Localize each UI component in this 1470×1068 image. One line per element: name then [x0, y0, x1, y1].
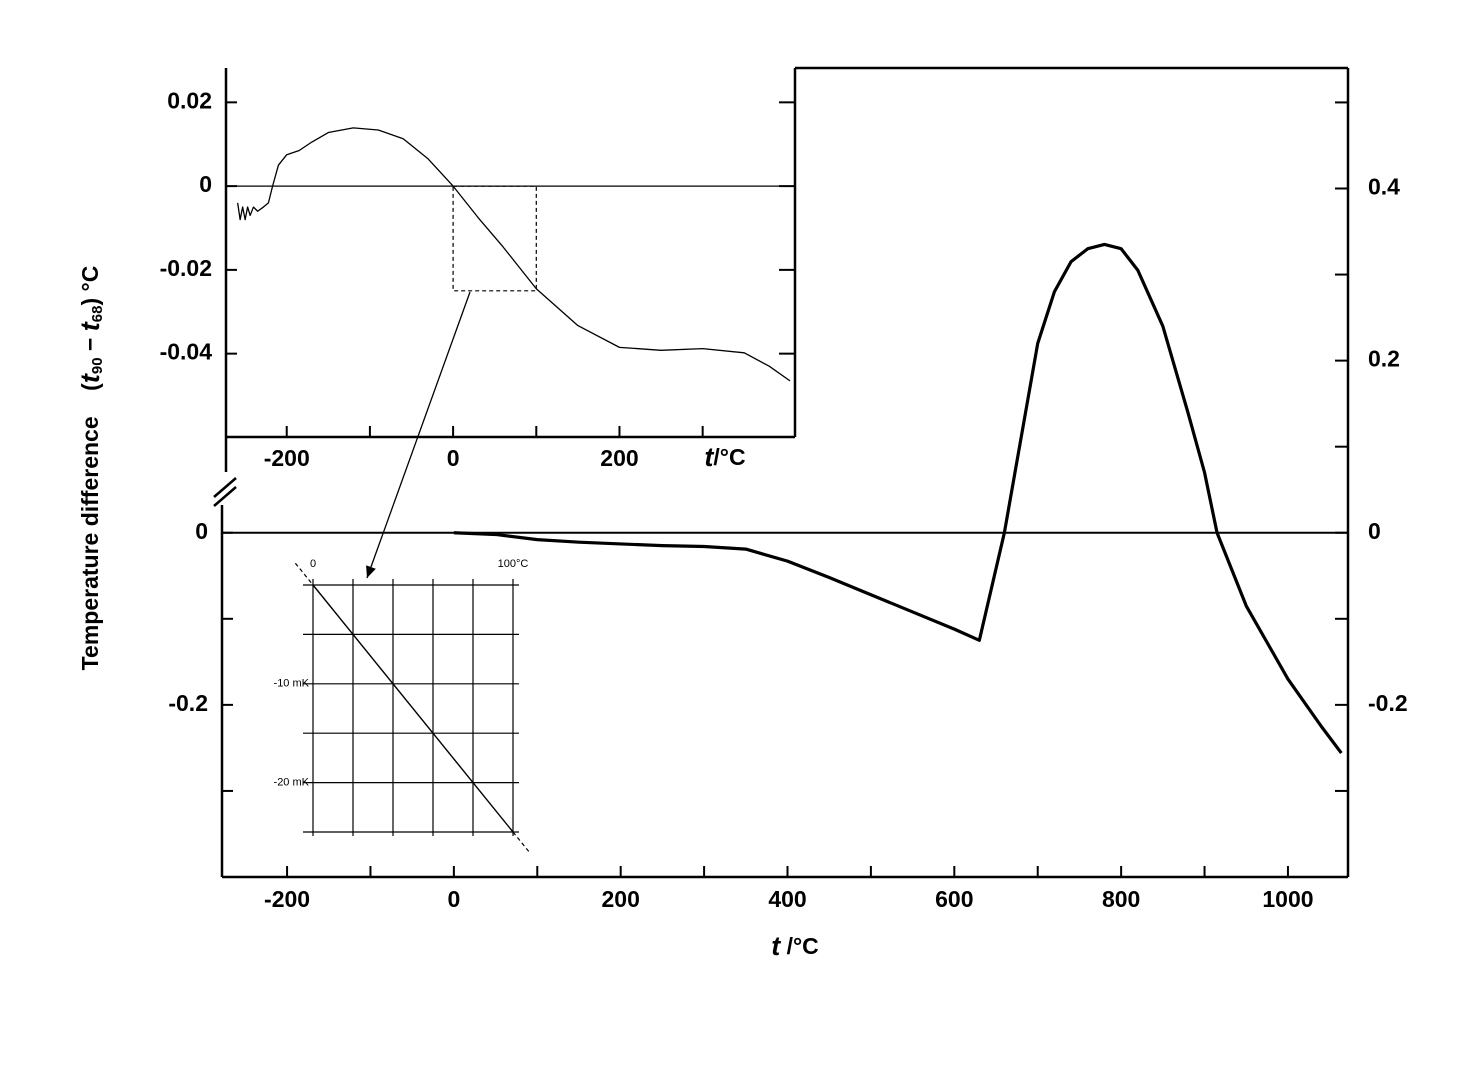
y-label-part: t: [75, 373, 105, 383]
data-line: [453, 242, 1343, 755]
y-tick-label: -0.04: [160, 339, 213, 365]
x-tick-label: 0: [447, 445, 460, 471]
y2-tick-label: 0.2: [1368, 346, 1400, 372]
data-line: [312, 584, 514, 833]
y2-tick-label: -0.2: [1368, 690, 1408, 716]
y-tick-label: 0.02: [167, 87, 212, 113]
x-label-part: t: [704, 442, 714, 472]
data-line: [237, 127, 791, 382]
x-tick-label: -200: [264, 886, 310, 912]
y-label-part: 90: [89, 357, 106, 374]
x-label-part: /°C: [713, 444, 745, 470]
x-tick-label: 0: [447, 886, 460, 912]
y-label-part: t: [75, 321, 105, 331]
line-extension: [294, 562, 314, 586]
x-tick-label: 200: [600, 445, 638, 471]
y-tick-label: 0: [199, 171, 212, 197]
y-label-part: (: [77, 383, 103, 391]
x-tick-label: -200: [264, 445, 310, 471]
y-label-part: ) °C: [77, 266, 103, 306]
x-tick-label: 400: [768, 886, 806, 912]
y-axis-label: Temperature difference (t90 − t68) °C: [75, 266, 106, 671]
y-tick-label: -0.2: [168, 690, 208, 716]
x-tick-label: 1000: [1262, 886, 1313, 912]
y-tick-label: -10 mK: [274, 678, 310, 690]
line-extension: [512, 831, 532, 855]
zoom-box: [452, 185, 537, 292]
y-label-part: 68: [89, 306, 106, 323]
y-tick-label: -20 mK: [274, 777, 310, 789]
y-label-part: −: [77, 331, 103, 357]
x-tick-label: 600: [935, 886, 973, 912]
y-tick-label: -0.02: [160, 255, 212, 281]
x-label-part: t: [771, 931, 781, 961]
frame: [213, 66, 1350, 879]
y-label-text: Temperature difference: [77, 416, 103, 670]
y2-tick-label: 0: [1368, 518, 1381, 544]
x-tick-label: 800: [1102, 886, 1140, 912]
x-tick-label: 0: [310, 558, 316, 570]
inset-x-axis-label: t/°C: [704, 442, 745, 472]
x-label-part: /°C: [780, 933, 819, 959]
x-axis-label: t /°C: [771, 931, 819, 961]
x-tick-label: 100°C: [498, 558, 529, 570]
y-tick-label: 0: [195, 518, 208, 544]
x-tick-label: 200: [601, 886, 639, 912]
y2-tick-label: 0.4: [1368, 174, 1400, 200]
